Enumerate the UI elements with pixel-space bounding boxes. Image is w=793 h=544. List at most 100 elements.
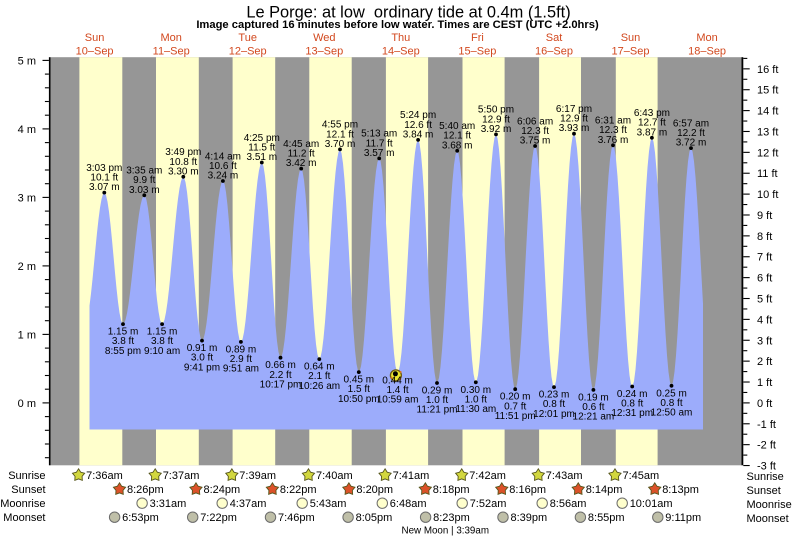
svg-text:1.15 m: 1.15 m xyxy=(108,327,139,338)
svg-text:0.6 ft: 0.6 ft xyxy=(582,402,604,413)
svg-text:6:53pm: 6:53pm xyxy=(122,512,159,524)
svg-text:3.24 m: 3.24 m xyxy=(208,171,239,182)
svg-text:0 ft: 0 ft xyxy=(757,398,772,410)
svg-text:0.19 m: 0.19 m xyxy=(578,392,609,403)
svg-text:7:40am: 7:40am xyxy=(316,470,353,482)
svg-text:12:21 am: 12:21 am xyxy=(573,412,615,423)
svg-text:11 ft: 11 ft xyxy=(757,168,778,180)
svg-text:12.1 ft: 12.1 ft xyxy=(443,131,471,142)
svg-text:9 ft: 9 ft xyxy=(757,210,772,222)
svg-text:11:51 pm: 11:51 pm xyxy=(495,411,536,422)
svg-text:1 m: 1 m xyxy=(18,329,36,341)
svg-text:6:31 am: 6:31 am xyxy=(595,116,631,127)
svg-text:11.7 ft: 11.7 ft xyxy=(366,138,393,149)
svg-text:8:20pm: 8:20pm xyxy=(356,484,393,496)
svg-text:10:01am: 10:01am xyxy=(630,498,673,510)
svg-text:Image captured 16 minutes befo: Image captured 16 minutes before low wat… xyxy=(196,19,599,31)
svg-text:6:48am: 6:48am xyxy=(390,498,427,510)
svg-text:4:37am: 4:37am xyxy=(230,498,267,510)
svg-text:9:11pm: 9:11pm xyxy=(665,512,701,524)
svg-text:8:14pm: 8:14pm xyxy=(586,484,623,496)
svg-text:12:50 am: 12:50 am xyxy=(651,408,693,419)
svg-text:0.44 m: 0.44 m xyxy=(382,375,413,386)
svg-text:5:13 am: 5:13 am xyxy=(361,129,397,140)
svg-text:2 m: 2 m xyxy=(18,261,36,273)
svg-text:3:49 pm: 3:49 pm xyxy=(165,147,201,158)
svg-text:3 m: 3 m xyxy=(18,192,36,204)
svg-text:12 ft: 12 ft xyxy=(757,147,778,159)
svg-text:3:03 pm: 3:03 pm xyxy=(86,163,122,174)
svg-text:2 ft: 2 ft xyxy=(757,356,772,368)
svg-text:5:24 pm: 5:24 pm xyxy=(400,110,436,121)
svg-text:Sun: Sun xyxy=(85,32,105,44)
svg-text:Moonset: Moonset xyxy=(3,512,45,524)
svg-text:7:42am: 7:42am xyxy=(469,470,506,482)
svg-text:-3 ft: -3 ft xyxy=(757,461,776,473)
svg-text:8:24pm: 8:24pm xyxy=(204,484,241,496)
svg-text:Sun: Sun xyxy=(621,32,641,44)
svg-text:3.92 m: 3.92 m xyxy=(481,124,512,135)
svg-text:11.2 ft: 11.2 ft xyxy=(288,149,315,160)
svg-text:0.7 ft: 0.7 ft xyxy=(504,401,526,412)
svg-text:13–Sep: 13–Sep xyxy=(305,46,343,58)
svg-text:7:39am: 7:39am xyxy=(239,470,276,482)
svg-text:0.30 m: 0.30 m xyxy=(461,385,492,396)
svg-text:6:06 am: 6:06 am xyxy=(517,116,553,127)
svg-text:8:26pm: 8:26pm xyxy=(127,484,164,496)
svg-text:4 ft: 4 ft xyxy=(757,314,772,326)
svg-text:12.9 ft: 12.9 ft xyxy=(482,114,510,125)
svg-text:0.64 m: 0.64 m xyxy=(304,362,335,373)
svg-text:Mon: Mon xyxy=(696,32,717,44)
svg-text:Moonrise: Moonrise xyxy=(0,498,45,510)
svg-text:7:43am: 7:43am xyxy=(546,470,583,482)
svg-text:10.6 ft: 10.6 ft xyxy=(209,161,237,172)
svg-text:3.72 m: 3.72 m xyxy=(676,138,707,149)
svg-text:Tue: Tue xyxy=(238,32,257,44)
svg-text:Fri: Fri xyxy=(471,32,484,44)
svg-text:17–Sep: 17–Sep xyxy=(612,46,650,58)
svg-text:14–Sep: 14–Sep xyxy=(382,46,420,58)
svg-text:3.30 m: 3.30 m xyxy=(168,166,199,177)
svg-text:3.84 m: 3.84 m xyxy=(403,129,434,140)
svg-text:Mon: Mon xyxy=(160,32,181,44)
svg-text:Sat: Sat xyxy=(546,32,563,44)
svg-text:1.15 m: 1.15 m xyxy=(147,327,178,338)
svg-text:3.8 ft: 3.8 ft xyxy=(112,336,134,347)
svg-text:10:17 pm: 10:17 pm xyxy=(260,379,302,390)
svg-text:6:17 pm: 6:17 pm xyxy=(556,104,592,115)
svg-text:6:43 pm: 6:43 pm xyxy=(634,108,670,119)
svg-text:0.20 m: 0.20 m xyxy=(500,392,531,403)
svg-text:12.3 ft: 12.3 ft xyxy=(599,125,627,136)
svg-text:4:25 pm: 4:25 pm xyxy=(244,133,280,144)
svg-text:0.66 m: 0.66 m xyxy=(265,360,296,371)
svg-text:1.5 ft: 1.5 ft xyxy=(348,384,370,395)
svg-text:2.9 ft: 2.9 ft xyxy=(230,354,252,365)
svg-text:3.75 m: 3.75 m xyxy=(520,136,551,147)
svg-text:7:45am: 7:45am xyxy=(623,470,660,482)
svg-text:Sunrise: Sunrise xyxy=(747,471,784,483)
svg-text:4 m: 4 m xyxy=(18,124,36,136)
svg-text:11.5 ft: 11.5 ft xyxy=(248,142,275,153)
svg-text:8:23pm: 8:23pm xyxy=(433,512,470,524)
svg-text:16–Sep: 16–Sep xyxy=(535,46,573,58)
svg-text:8:16pm: 8:16pm xyxy=(509,484,546,496)
svg-text:4:14 am: 4:14 am xyxy=(205,151,241,162)
svg-text:New Moon | 3:39am: New Moon | 3:39am xyxy=(402,526,490,537)
svg-text:10:59 am: 10:59 am xyxy=(377,395,419,406)
svg-text:3.93 m: 3.93 m xyxy=(559,123,590,134)
svg-text:3.57 m: 3.57 m xyxy=(364,148,395,159)
svg-text:0.45 m: 0.45 m xyxy=(344,375,375,386)
svg-text:8:39pm: 8:39pm xyxy=(511,512,548,524)
svg-text:Moonset: Moonset xyxy=(747,513,789,525)
svg-text:3.8 ft: 3.8 ft xyxy=(151,336,173,347)
svg-text:8:56am: 8:56am xyxy=(550,498,587,510)
svg-text:Sunset: Sunset xyxy=(747,485,781,497)
svg-text:9.9 ft: 9.9 ft xyxy=(133,175,155,186)
svg-text:15–Sep: 15–Sep xyxy=(458,46,496,58)
svg-text:3.51 m: 3.51 m xyxy=(247,152,278,163)
svg-text:12:31 pm: 12:31 pm xyxy=(611,408,653,419)
svg-text:Sunset: Sunset xyxy=(11,484,45,496)
svg-text:13 ft: 13 ft xyxy=(757,127,778,139)
svg-text:12.3 ft: 12.3 ft xyxy=(521,126,549,137)
svg-text:Wed: Wed xyxy=(313,32,335,44)
